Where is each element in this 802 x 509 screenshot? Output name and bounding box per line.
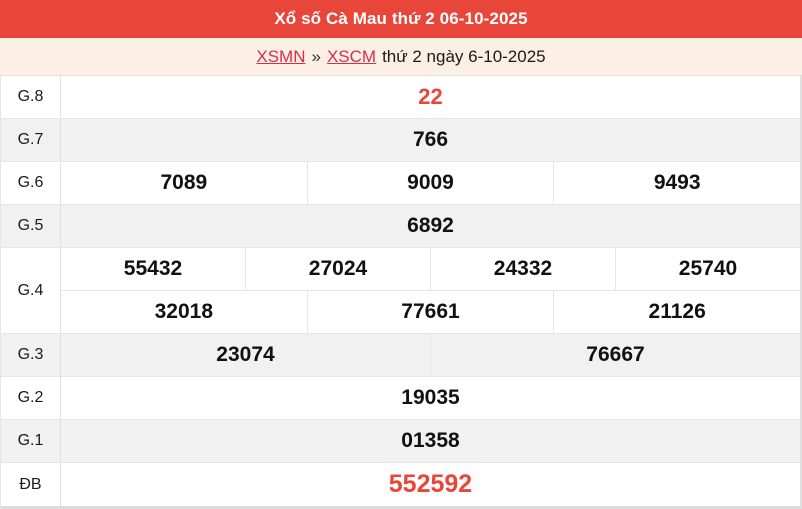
- prize-row-g1: G.1 01358: [1, 420, 800, 463]
- prize-row-g6: G.6 7089 9009 9493: [1, 162, 800, 205]
- prize-label: G.2: [1, 377, 61, 419]
- prize-number: 6892: [407, 214, 454, 237]
- prize-number: 76667: [430, 334, 800, 376]
- breadcrumb-link-xscm[interactable]: XSCM: [326, 46, 377, 66]
- prize-label: G.5: [1, 205, 61, 247]
- prize-label: ĐB: [1, 463, 61, 506]
- prize-label: G.7: [1, 119, 61, 161]
- prize-row-g4: G.4 55432 27024 24332 25740 32018 77661 …: [1, 248, 800, 334]
- prize-number: 9009: [306, 162, 554, 204]
- prize-row-db: ĐB 552592: [1, 463, 800, 506]
- prize-row-g8: G.8 22: [1, 76, 800, 119]
- prize-row-g5: G.5 6892: [1, 205, 800, 248]
- prize-number: 01358: [401, 429, 460, 452]
- prize-label: G.8: [1, 76, 61, 118]
- prize-number: 22: [418, 84, 443, 109]
- prize-number: 55432: [123, 257, 183, 280]
- prize-number: 7089: [160, 171, 208, 194]
- prize-number: 77661: [306, 291, 554, 333]
- prize-number-jackpot: 552592: [388, 470, 473, 498]
- prize-row-g3: G.3 23074 76667: [1, 334, 800, 377]
- prize-number: 25740: [615, 248, 800, 290]
- header-bar: Xổ số Cà Mau thứ 2 06-10-2025: [0, 0, 802, 38]
- prize-number: 21126: [553, 291, 800, 333]
- breadcrumb-separator: »: [311, 46, 321, 66]
- page-title: Xổ số Cà Mau thứ 2 06-10-2025: [274, 9, 528, 28]
- breadcrumb: XSMN » XSCM thứ 2 ngày 6-10-2025: [0, 38, 802, 75]
- prize-label: G.3: [1, 334, 61, 376]
- prize-number: 9493: [553, 162, 800, 204]
- prize-row-g7: G.7 766: [1, 119, 800, 162]
- prize-number: 24332: [430, 248, 615, 290]
- prize-number: 766: [412, 128, 449, 151]
- prize-label: G.1: [1, 420, 61, 462]
- results-table: G.8 22 G.7 766 G.6 7089 9009 9493 G.5 68…: [0, 75, 802, 509]
- breadcrumb-date-text: thứ 2 ngày 6-10-2025: [382, 46, 546, 66]
- breadcrumb-link-xsmn[interactable]: XSMN: [256, 46, 306, 66]
- prize-label: G.4: [1, 248, 61, 333]
- prize-number: 32018: [154, 300, 214, 323]
- prize-number: 23074: [216, 343, 275, 366]
- prize-number: 27024: [245, 248, 430, 290]
- prize-label: G.6: [1, 162, 61, 204]
- prize-row-g2: G.2 19035: [1, 377, 800, 420]
- prize-number: 19035: [401, 386, 460, 409]
